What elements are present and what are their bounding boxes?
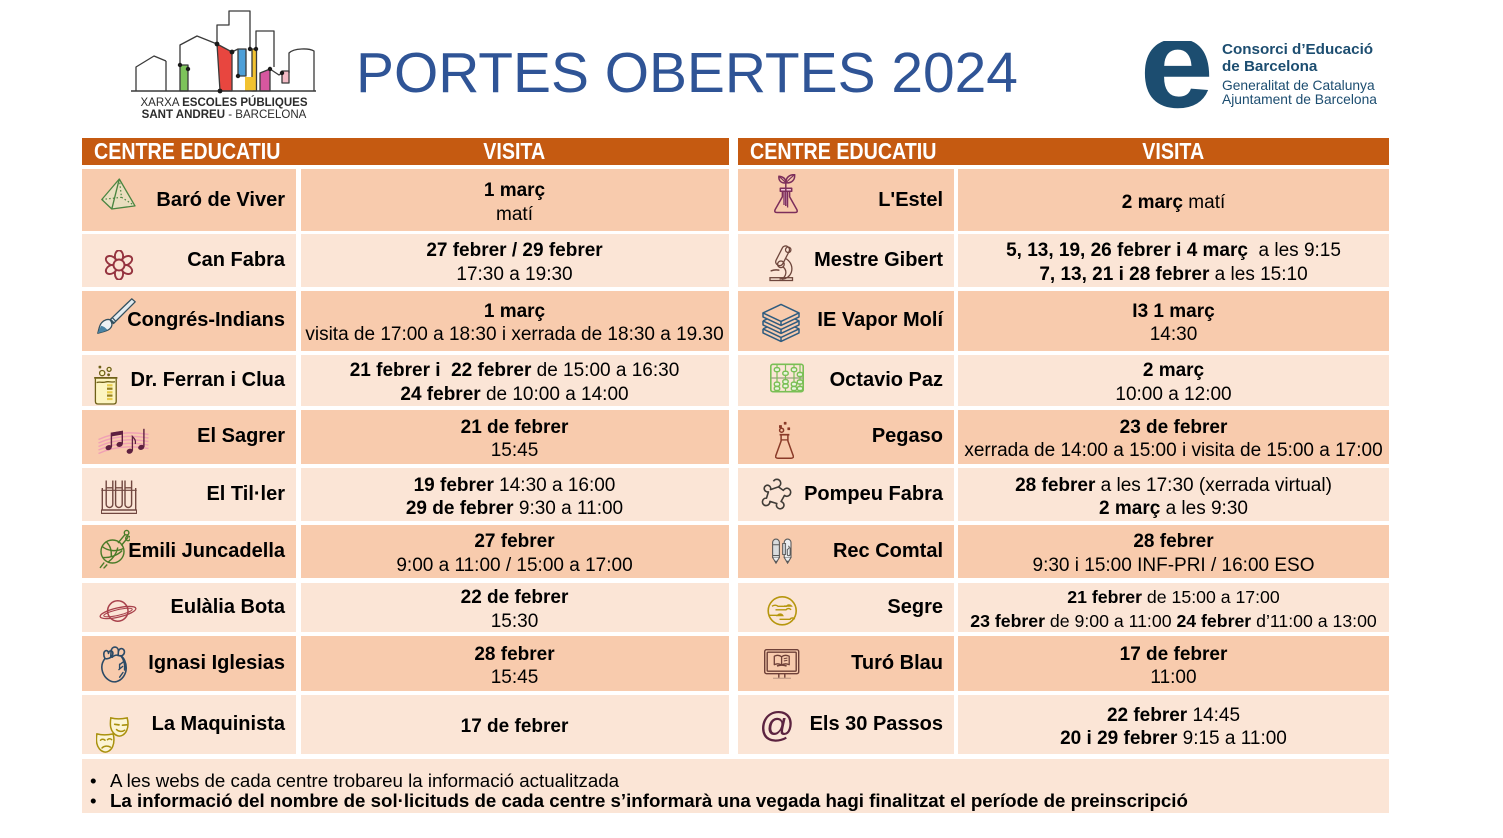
svg-text:@: @ — [760, 709, 794, 743]
svg-text:e: e — [1140, 41, 1211, 113]
